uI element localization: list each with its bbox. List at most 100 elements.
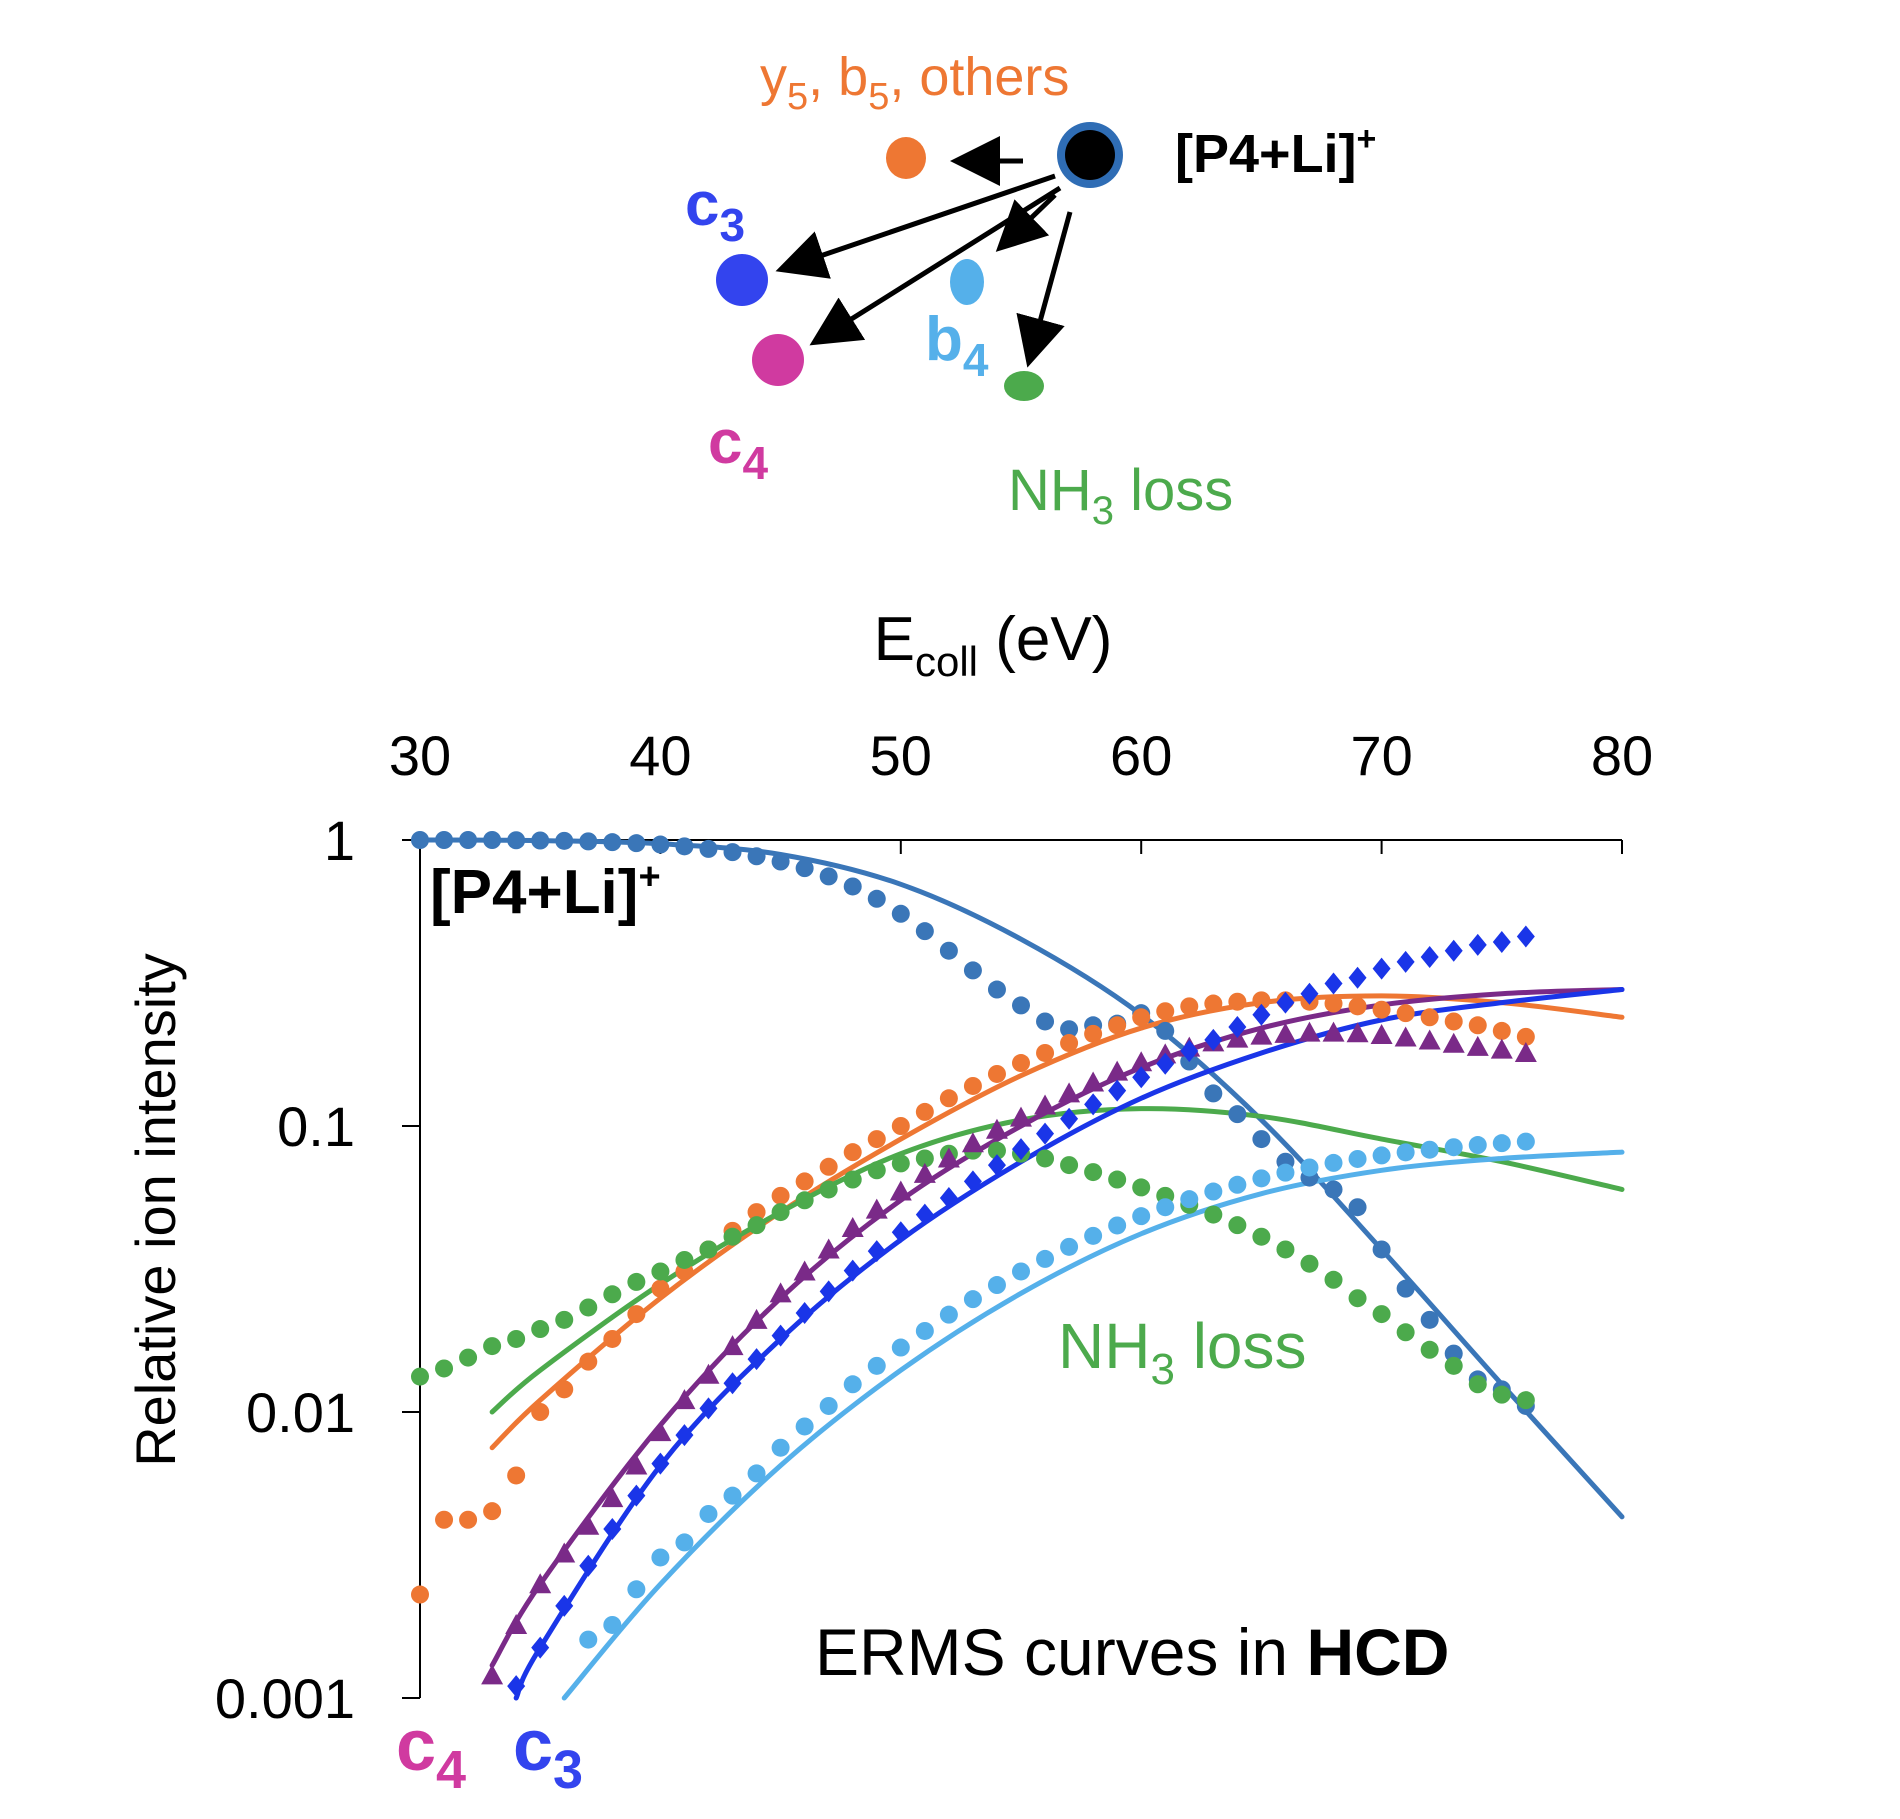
nh3-point xyxy=(627,1272,646,1291)
c4-point xyxy=(1394,1026,1417,1047)
nh3-point xyxy=(699,1240,718,1259)
nh3-dot xyxy=(1004,371,1044,401)
b4-point xyxy=(987,1276,1006,1295)
c3-point xyxy=(723,1372,742,1395)
b4-point xyxy=(1300,1158,1319,1177)
parent-point xyxy=(843,877,862,896)
others-point xyxy=(939,1089,958,1108)
b4-point xyxy=(1252,1169,1271,1188)
others-point xyxy=(1396,1004,1415,1023)
c4-point xyxy=(697,1363,720,1384)
b4-point xyxy=(1276,1163,1295,1182)
c3-point xyxy=(1060,1107,1079,1130)
others-point xyxy=(747,1203,766,1222)
data-points xyxy=(411,831,1537,1698)
c3-point xyxy=(1348,966,1367,989)
c3-point xyxy=(963,1170,982,1193)
parent-point xyxy=(603,833,622,852)
nh3-point xyxy=(1420,1340,1439,1359)
nh3-point xyxy=(555,1310,574,1329)
nh3-point xyxy=(1252,1227,1271,1246)
b4-point xyxy=(771,1438,790,1457)
b4-dot xyxy=(950,259,984,305)
c4-point xyxy=(601,1487,624,1508)
nh3-point xyxy=(1396,1323,1415,1342)
c3-point xyxy=(939,1187,958,1210)
c3-point xyxy=(1180,1039,1199,1062)
y-axis-title: Relative ion intensity xyxy=(124,953,187,1467)
y-tick-label: 0.1 xyxy=(277,1095,355,1158)
parent-point xyxy=(699,839,718,858)
nh3-point xyxy=(651,1262,670,1281)
c3-point xyxy=(1276,991,1295,1014)
c3-point xyxy=(819,1280,838,1303)
b4-point xyxy=(891,1338,910,1357)
c4-point xyxy=(1130,1051,1153,1072)
others-point xyxy=(603,1329,622,1348)
b4-point xyxy=(1084,1226,1103,1245)
parent-point xyxy=(627,834,646,853)
c3-point xyxy=(627,1484,646,1507)
b4-series xyxy=(579,1132,1535,1649)
c4-point xyxy=(841,1216,864,1237)
others-point xyxy=(1180,997,1199,1016)
others-point xyxy=(1324,994,1343,1013)
c4-point xyxy=(985,1118,1008,1139)
nh3-point xyxy=(1444,1356,1463,1375)
nh3-point xyxy=(411,1367,429,1386)
b4-point xyxy=(1516,1132,1535,1151)
c4-point xyxy=(625,1454,648,1475)
c4-point xyxy=(1058,1082,1081,1103)
c3-point xyxy=(1204,1028,1223,1051)
b4-point xyxy=(1036,1249,1055,1268)
c3-point xyxy=(1516,925,1535,948)
others-point xyxy=(1060,1034,1079,1053)
others-label-y: y xyxy=(760,47,787,107)
nh3-point xyxy=(675,1250,694,1269)
parent-point xyxy=(459,831,478,849)
c3-point xyxy=(531,1636,550,1659)
parent-ion-charge: + xyxy=(1357,120,1377,158)
c4-point xyxy=(865,1198,888,1219)
arrow-to-nh3 xyxy=(1016,211,1073,368)
parent-ion-label: [P4+Li]+ xyxy=(1175,120,1376,184)
b4-point xyxy=(843,1375,862,1394)
c3-point xyxy=(1228,1015,1247,1038)
others-point xyxy=(795,1172,814,1191)
c4-point xyxy=(1322,1021,1345,1042)
parent-point xyxy=(1324,1180,1343,1199)
parent-point xyxy=(435,831,454,849)
nh3-point xyxy=(795,1191,814,1210)
nh3-point xyxy=(819,1180,838,1199)
c3-point xyxy=(1108,1079,1127,1102)
parent-point xyxy=(1012,996,1030,1015)
b4-point xyxy=(1132,1207,1151,1226)
b4-point xyxy=(1420,1140,1439,1159)
nh3-point xyxy=(915,1149,934,1168)
c4-point xyxy=(505,1613,528,1634)
nh3-point xyxy=(891,1154,910,1173)
hcd-annotation: ERMS curves in HCD xyxy=(815,1615,1449,1689)
others-point xyxy=(915,1102,934,1121)
c3-point xyxy=(1444,939,1463,962)
others-point xyxy=(555,1380,574,1399)
others-point xyxy=(507,1466,526,1485)
c4-point xyxy=(529,1573,552,1594)
c4-point xyxy=(1514,1041,1537,1062)
others-label-y-sub: 5 xyxy=(787,76,808,118)
parent-ion-dot xyxy=(1065,130,1115,180)
others-point xyxy=(1348,997,1367,1016)
b4-point xyxy=(867,1356,886,1375)
c4-point xyxy=(721,1335,744,1356)
x-tick-label: 70 xyxy=(1350,724,1412,787)
c4-point xyxy=(937,1147,960,1168)
parent-point xyxy=(483,831,502,849)
c3-point xyxy=(843,1259,862,1282)
c3-point xyxy=(1396,950,1415,973)
c3-point xyxy=(1324,972,1343,995)
b4-point xyxy=(795,1417,814,1436)
others-point xyxy=(1108,1016,1127,1035)
nh3-point xyxy=(1228,1216,1247,1235)
others-point xyxy=(867,1130,886,1149)
